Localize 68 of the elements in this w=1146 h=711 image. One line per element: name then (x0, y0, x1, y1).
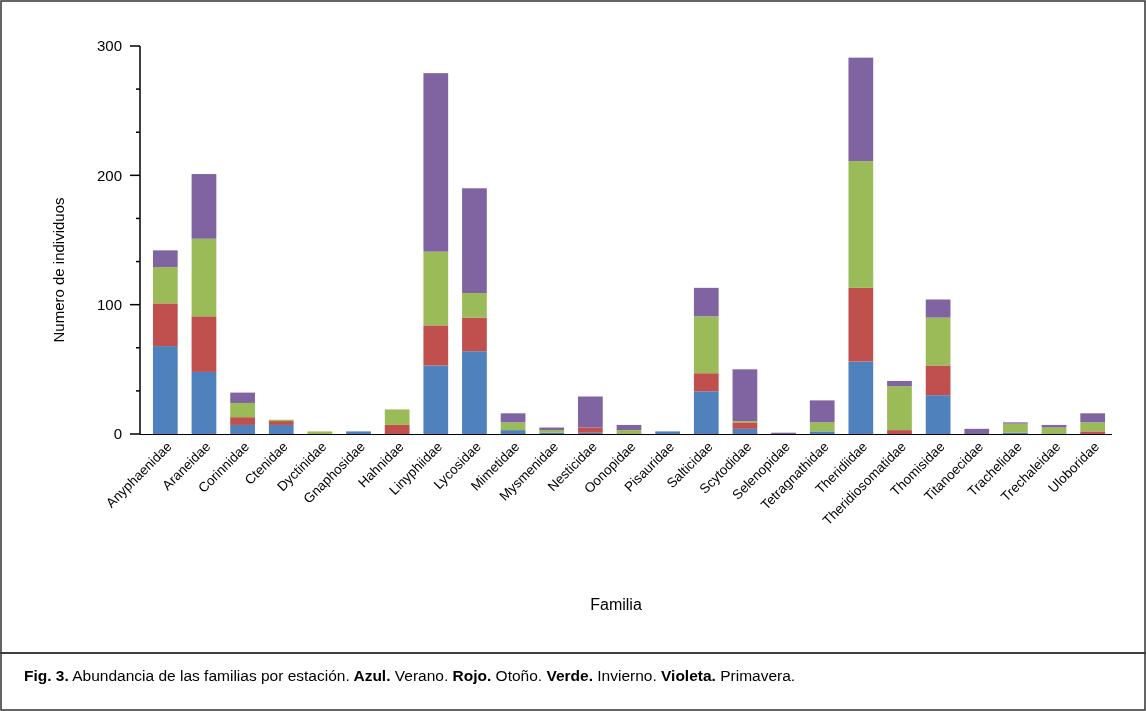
bar (693, 287, 719, 317)
bar (268, 424, 294, 434)
y-tick-label: 100 (96, 295, 122, 313)
bar (693, 373, 719, 392)
bar (152, 267, 178, 304)
bar (1080, 422, 1106, 432)
bar (887, 430, 912, 434)
y-tick-label: 0 (113, 425, 122, 443)
bar (616, 430, 642, 434)
bar (693, 316, 719, 374)
bar (152, 303, 178, 347)
y-tick-label: 200 (96, 166, 122, 184)
bar (578, 396, 603, 428)
bar (1003, 423, 1028, 433)
bar (230, 392, 255, 403)
bar (462, 351, 487, 434)
bar (1080, 431, 1106, 434)
bar (384, 409, 410, 425)
bar (462, 188, 487, 294)
bar (230, 402, 255, 418)
bar (191, 316, 217, 372)
bar (578, 427, 603, 433)
bar (925, 317, 951, 366)
bar (307, 431, 333, 434)
bar (500, 413, 526, 423)
bar (732, 428, 758, 434)
bar (384, 424, 410, 434)
bar (423, 251, 449, 326)
bar (152, 250, 178, 268)
bar (500, 430, 526, 434)
bar (462, 293, 487, 318)
bar (152, 346, 178, 434)
bar (925, 365, 951, 396)
bar (423, 73, 449, 252)
bar (693, 391, 719, 434)
bar (925, 395, 951, 434)
bar (346, 431, 371, 434)
bar (1080, 413, 1106, 423)
bar (191, 371, 217, 434)
bar (848, 287, 874, 362)
bar (230, 417, 255, 425)
bar (191, 174, 217, 239)
bar (848, 57, 874, 162)
bar (848, 161, 874, 288)
bar (809, 400, 835, 423)
bar (616, 424, 642, 431)
bar (423, 365, 449, 434)
bar (887, 380, 912, 387)
bar (809, 422, 835, 432)
text: Fig. 3. Abundancia de las familias por estación. Azul. Verano. Rojo. Otoño. Verde. Invierno. Violeta. Primavera. (24, 667, 796, 684)
y-axis-title: Numero de individuos (50, 197, 67, 343)
bar (230, 424, 255, 434)
bar (500, 422, 526, 431)
bar (1041, 427, 1067, 434)
bar (925, 299, 951, 318)
bar (732, 422, 758, 429)
y-tick-label: 300 (96, 37, 122, 55)
bar (1041, 424, 1067, 428)
bar (848, 361, 874, 434)
bar (462, 317, 487, 352)
x-axis-title: Familia (590, 596, 642, 613)
bar (809, 431, 835, 434)
bar (732, 369, 758, 422)
bar (964, 428, 990, 434)
bar (191, 238, 217, 317)
bar (655, 431, 680, 434)
bar (423, 325, 449, 366)
bar (887, 386, 912, 431)
